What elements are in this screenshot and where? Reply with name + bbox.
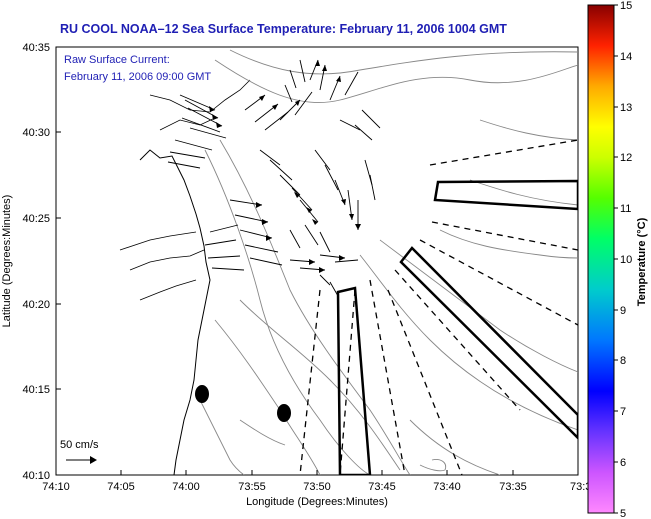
current-note-line1: Raw Surface Current: [64,54,170,66]
x-axis-ticks [55,470,579,475]
colorbar-tick-label: 9 [620,305,626,317]
scale-arrowhead [90,456,97,464]
x-tick-label: 73:40 [433,481,461,493]
y-tick-label: 40:35 [22,42,50,54]
radar-station-2 [277,404,291,422]
plot-area [55,46,579,476]
colorbar-ticks [614,4,618,514]
radar-coverage-lines [299,139,578,475]
map-title: RU COOL NOAA–12 Sea Surface Temperature:… [60,22,507,36]
colorbar-tick-label: 6 [620,457,626,469]
x-tick-label: 73:45 [368,481,396,493]
y-tick-label: 40:30 [22,127,50,139]
x-tick-label: 73:35 [499,481,527,493]
colorbar-tick-label: 15 [620,0,632,12]
x-tick-label: 74:10 [42,481,70,493]
inlet-outline [119,231,205,301]
colorbar-tick-label: 8 [620,355,626,367]
y-tick-label: 40:15 [22,384,50,396]
x-tick-label: 74:05 [107,481,135,493]
x-axis-label: Longitude (Degrees:Minutes) [246,496,388,508]
current-note-line2: February 11, 2006 09:00 GMT [64,71,211,83]
bathymetry-contours [199,49,578,475]
x-tick-label: 73:3 [570,481,591,493]
colorbar-tick-label: 5 [620,508,626,519]
colorbar-tick-label: 11 [620,203,631,215]
y-axis-ticks [56,46,61,476]
radar-beams [336,179,578,475]
y-tick-label: 40:20 [22,299,50,311]
y-tick-label: 40:25 [22,213,50,225]
temperature-colorbar [587,4,615,514]
x-tick-label: 73:55 [238,481,266,493]
vector-arrowheads [209,60,361,273]
colorbar-title: Temperature (°C) [636,217,648,306]
radar-station-1 [195,385,209,403]
x-tick-label: 74:00 [172,481,200,493]
coastline [139,149,211,475]
y-tick-label: 40:10 [22,470,50,482]
x-tick-label: 73:50 [303,481,331,493]
colorbar-tick-label: 14 [620,51,632,63]
colorbar-tick-label: 10 [620,254,632,266]
colorbar-tick-label: 12 [620,152,632,164]
y-axis-label: Latitude (Degrees:Minutes) [1,195,13,328]
scale-label: 50 cm/s [60,439,99,451]
colorbar-tick-label: 7 [620,406,626,418]
colorbar-tick-label: 13 [620,102,632,114]
